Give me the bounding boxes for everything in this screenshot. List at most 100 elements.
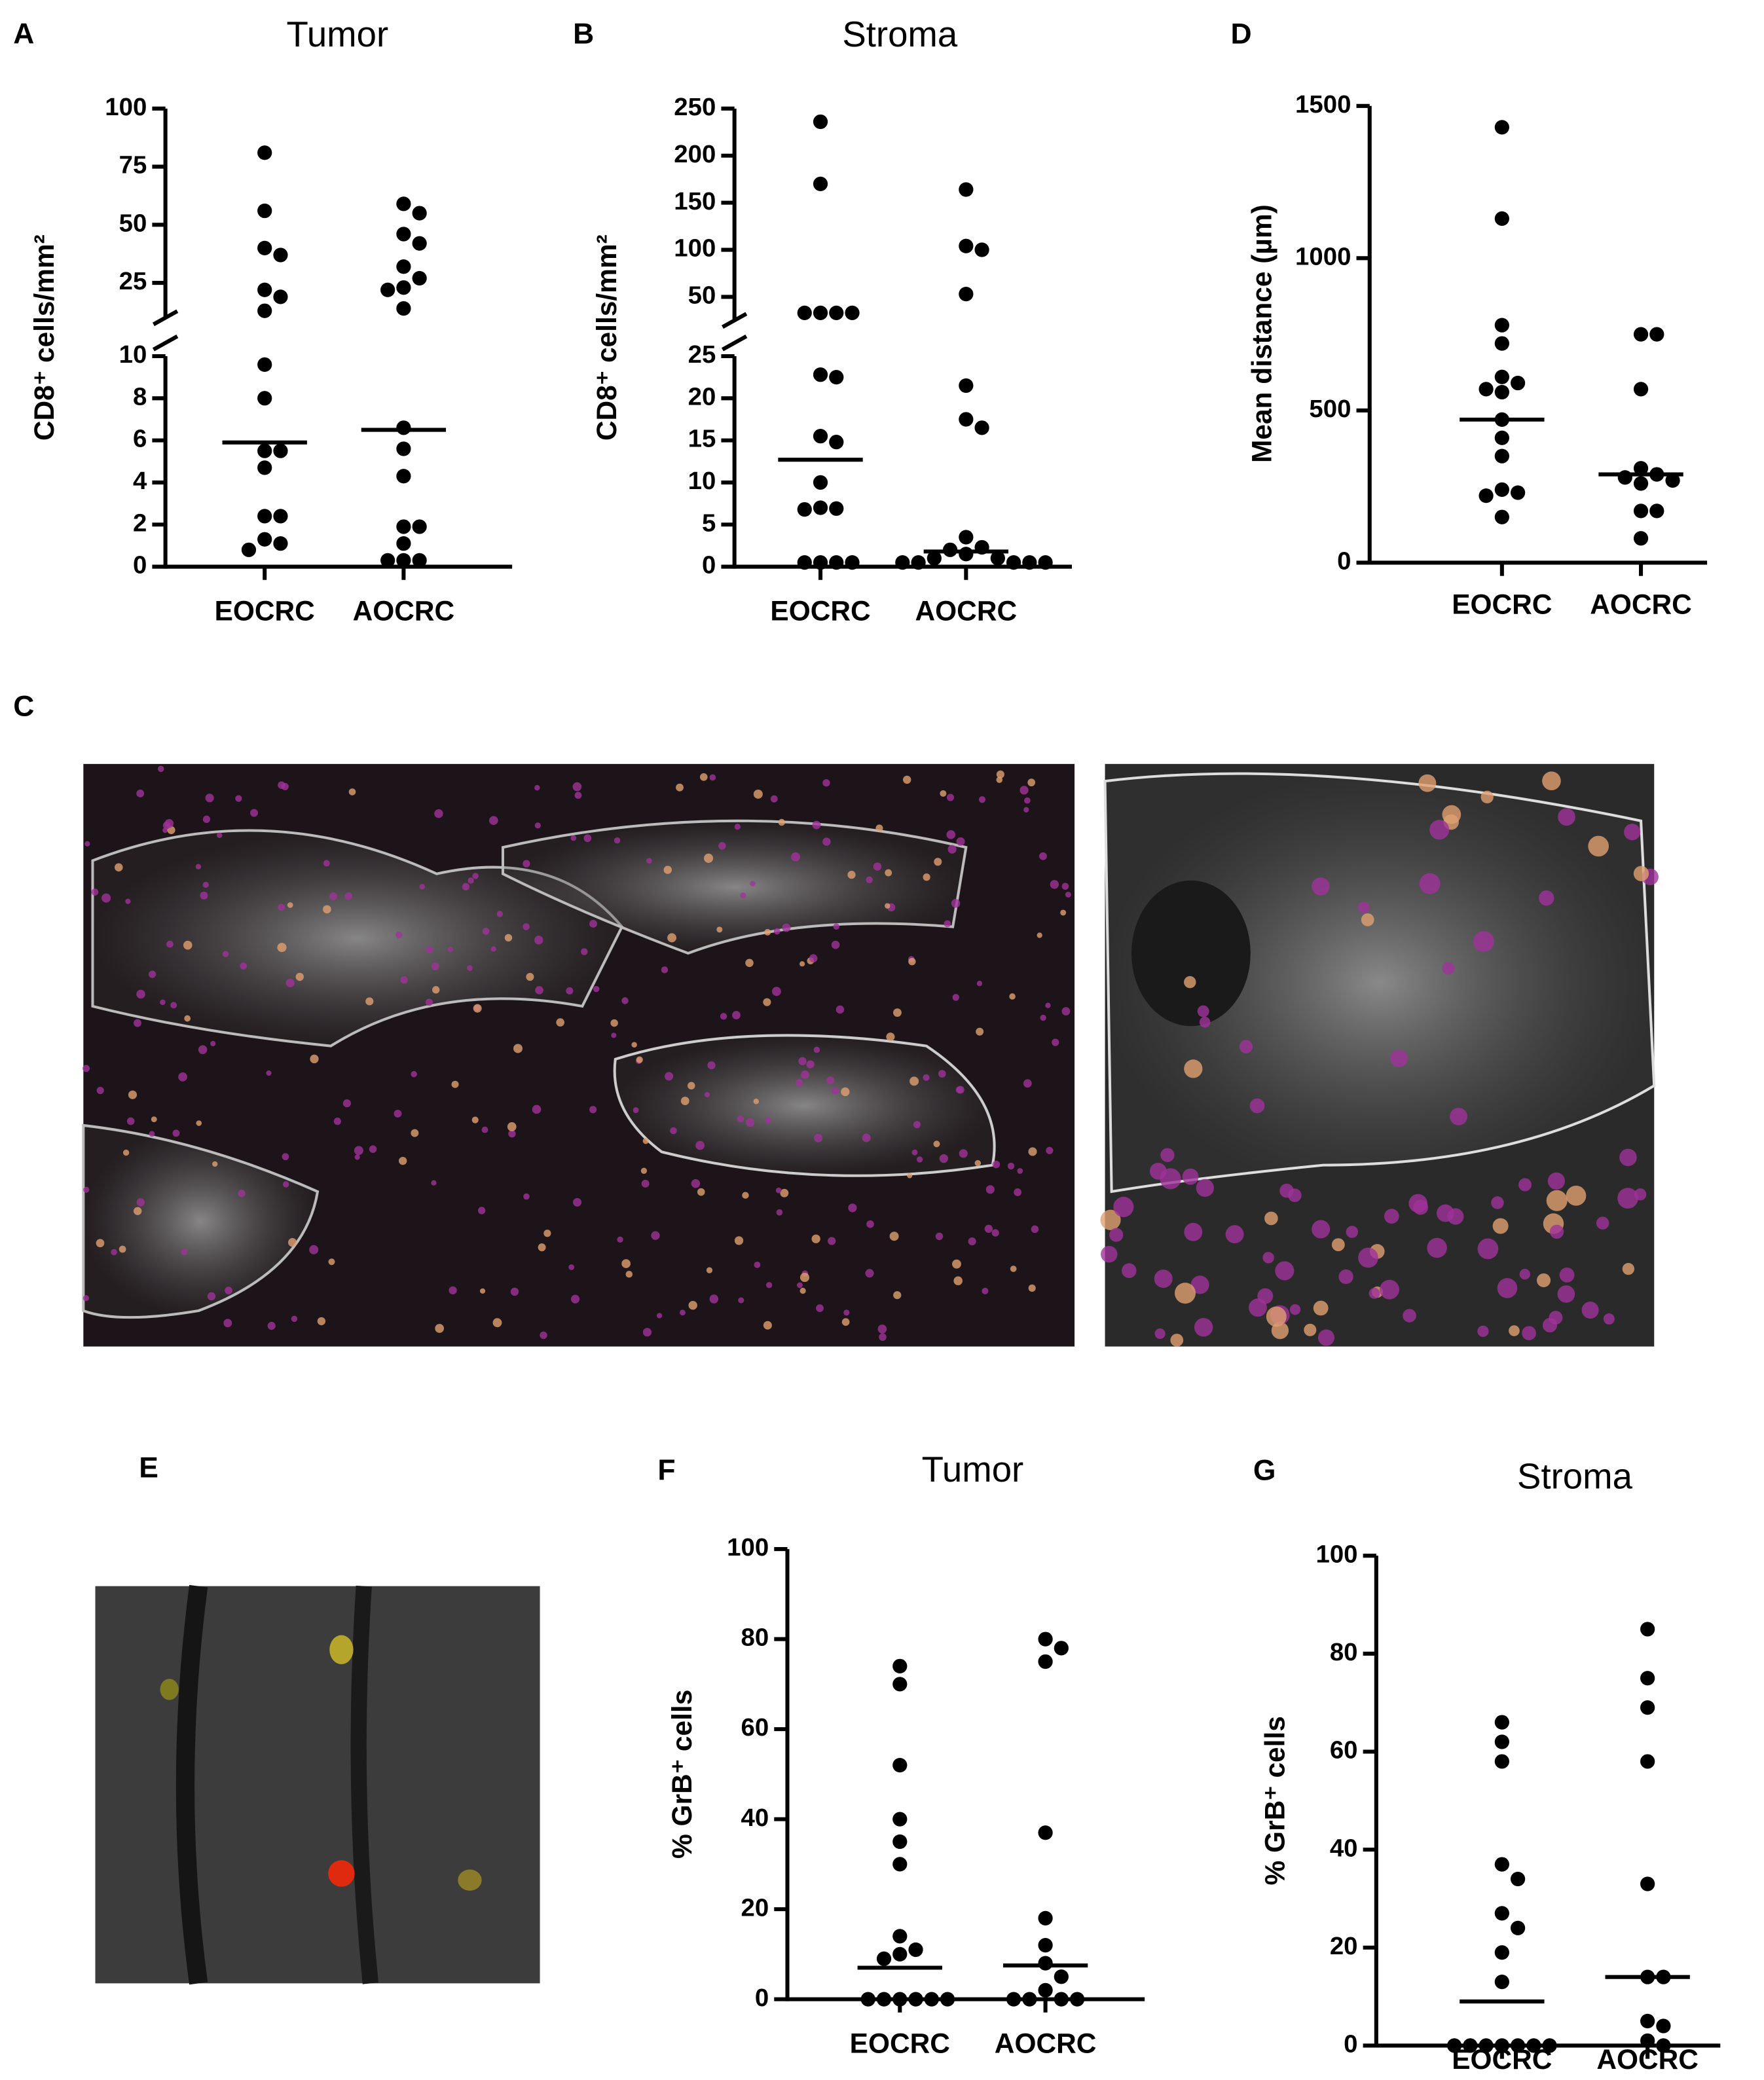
data-point: [1633, 461, 1649, 476]
cell: [1040, 1014, 1046, 1021]
cell: [959, 1149, 968, 1158]
cell: [534, 936, 543, 945]
data-point: [412, 553, 427, 568]
data-point: [845, 555, 860, 570]
cell: [277, 943, 287, 953]
y-tick-label: 200: [674, 140, 716, 168]
cell: [471, 1116, 479, 1123]
y-tick-label: 0: [1344, 2030, 1357, 2058]
cell: [235, 795, 242, 802]
cell: [96, 1086, 104, 1095]
cell: [795, 1079, 803, 1087]
cell: [1557, 1285, 1575, 1303]
data-point: [908, 1942, 923, 1958]
cell: [907, 1173, 913, 1178]
cell: [952, 994, 960, 1001]
cell: [1477, 1238, 1499, 1260]
cell: [636, 1056, 643, 1063]
data-point: [1665, 473, 1680, 488]
cell: [1447, 1208, 1464, 1225]
cell: [267, 1322, 276, 1330]
cell: [720, 1013, 727, 1020]
data-point: [412, 236, 427, 251]
cell: [482, 928, 490, 935]
cell: [504, 934, 513, 942]
cell: [449, 1286, 457, 1295]
y-tick-label: 25: [688, 340, 716, 369]
data-point: [1494, 2038, 1509, 2053]
data-point: [1038, 1825, 1053, 1840]
data-point: [845, 305, 860, 321]
data-point: [257, 443, 272, 458]
y-tick-label: 150: [674, 187, 716, 215]
data-point: [1054, 1969, 1069, 1984]
data-point: [1640, 2033, 1655, 2049]
data-point: [1494, 369, 1509, 384]
cell: [1149, 1163, 1167, 1180]
data-point: [273, 289, 288, 304]
cell: [976, 1027, 984, 1036]
cell: [278, 903, 285, 911]
cell: [836, 1005, 845, 1014]
data-point: [1494, 482, 1509, 497]
cell: [535, 986, 543, 994]
cell: [1313, 1300, 1329, 1316]
cell: [951, 899, 961, 908]
cell: [369, 1145, 377, 1153]
cell: [566, 987, 574, 995]
data-point: [813, 429, 828, 444]
micrograph-e: [95, 1584, 540, 1985]
data-point: [959, 238, 974, 253]
cell: [411, 1129, 419, 1137]
cell: [1031, 1225, 1039, 1233]
data-point: [797, 502, 812, 517]
cell: [426, 946, 433, 954]
cell: [691, 1178, 701, 1188]
cell: [847, 871, 856, 879]
cell: [196, 1120, 202, 1126]
cell: [676, 783, 684, 792]
data-point: [412, 206, 427, 221]
cell: [593, 985, 600, 993]
data-point: [892, 1834, 908, 1850]
cell: [923, 873, 930, 881]
cell: [394, 1109, 402, 1118]
cell: [172, 1129, 180, 1137]
cell: [114, 863, 123, 872]
cell: [101, 893, 111, 903]
data-point: [396, 227, 411, 242]
data-point: [1494, 336, 1509, 351]
cell: [866, 1220, 874, 1228]
cell: [1264, 1211, 1278, 1226]
y-tick-label: 0: [755, 1984, 769, 2012]
data-point: [273, 509, 288, 524]
y-tick-label: 80: [1330, 1638, 1358, 1666]
cell: [570, 835, 577, 841]
data-point: [1479, 2038, 1494, 2053]
cell: [1010, 1266, 1017, 1272]
panel-letter: A: [13, 18, 34, 50]
cell: [1122, 1263, 1137, 1279]
cell: [661, 966, 669, 974]
cell: [1023, 1079, 1032, 1088]
cell: [425, 998, 433, 1006]
cell: [740, 892, 746, 899]
data-point: [396, 553, 411, 568]
cell: [773, 928, 781, 935]
lumen: [1131, 880, 1251, 1027]
cell: [1442, 962, 1455, 975]
data-point: [412, 270, 427, 286]
cell: [974, 1159, 982, 1167]
y-tick-label: 60: [741, 1713, 769, 1742]
cell: [574, 792, 582, 799]
cell: [160, 1679, 179, 1700]
cell: [1403, 1309, 1416, 1323]
y-tick-label: 10: [688, 467, 716, 495]
cell: [992, 1160, 1001, 1169]
cell: [732, 1011, 741, 1019]
data-point: [813, 475, 828, 490]
cell: [91, 888, 99, 896]
data-point: [396, 280, 411, 295]
cell: [250, 809, 259, 817]
cell: [523, 923, 530, 930]
